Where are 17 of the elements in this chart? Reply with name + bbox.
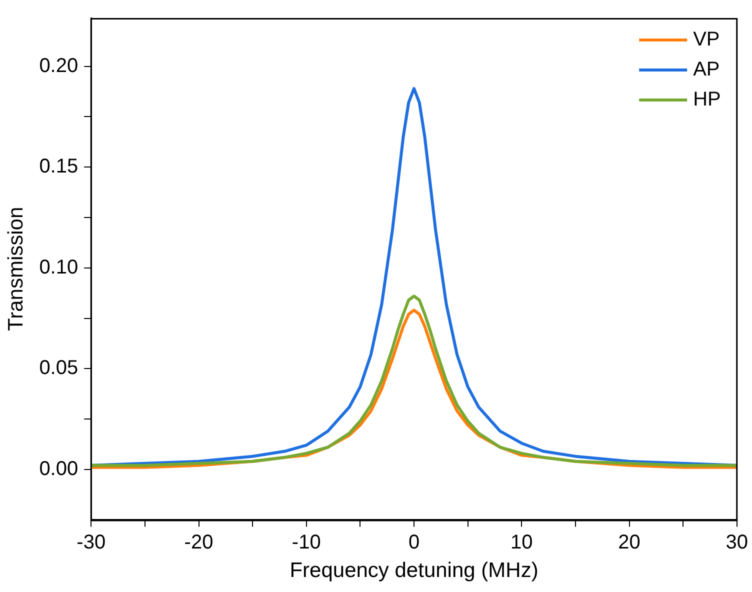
x-tick-label: -20	[184, 531, 214, 554]
x-tick-label: 0	[408, 531, 420, 554]
y-axis-title: Transmission	[4, 206, 28, 331]
x-tick-label: 20	[618, 531, 640, 554]
x-axis-title: Frequency detuning (MHz)	[290, 559, 538, 582]
x-tick-label: -10	[292, 531, 321, 554]
y-tick-label: 0.10	[39, 256, 78, 278]
x-tick-label: 10	[510, 531, 533, 554]
x-tick-label: 30	[726, 531, 748, 554]
legend-label: AP	[693, 58, 720, 81]
y-tick-label: 0.20	[39, 54, 78, 77]
legend-label: VP	[693, 28, 720, 51]
y-tick-label: 0.15	[39, 156, 78, 178]
y-tick-label: 0.05	[39, 357, 78, 380]
y-tick-label: 0.00	[39, 458, 78, 480]
x-tick-label: -30	[76, 531, 106, 554]
legend-label: HP	[693, 88, 721, 111]
